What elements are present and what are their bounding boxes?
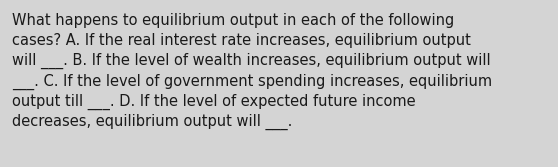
Text: decreases, equilibrium output will ___.: decreases, equilibrium output will ___. <box>12 114 292 130</box>
Text: will ___. B. If the level of wealth increases, equilibrium output will: will ___. B. If the level of wealth incr… <box>12 53 490 69</box>
Text: What happens to equilibrium output in each of the following: What happens to equilibrium output in ea… <box>12 13 454 28</box>
Text: output till ___. D. If the level of expected future income: output till ___. D. If the level of expe… <box>12 94 416 110</box>
Text: ___. C. If the level of government spending increases, equilibrium: ___. C. If the level of government spend… <box>12 73 492 90</box>
Text: cases? A. If the real interest rate increases, equilibrium output: cases? A. If the real interest rate incr… <box>12 33 471 48</box>
